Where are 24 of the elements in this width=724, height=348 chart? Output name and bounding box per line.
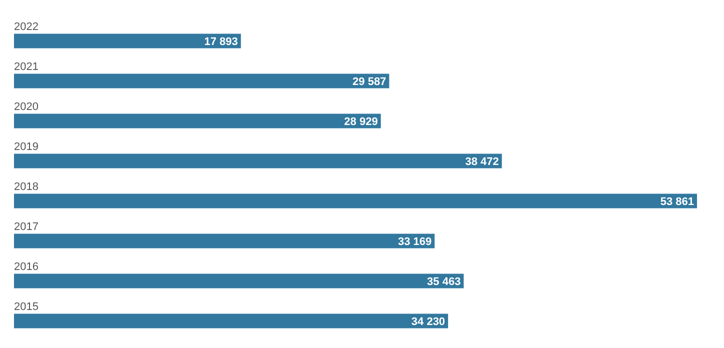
bar [14, 154, 502, 168]
data-label: 53 861 [660, 196, 694, 208]
data-label: 33 169 [398, 236, 432, 248]
bar [14, 234, 435, 248]
y-tick-label: 2022 [14, 20, 38, 33]
data-label: 38 472 [465, 156, 499, 168]
y-tick-label: 2015 [14, 300, 38, 313]
bar [14, 194, 697, 208]
data-label: 28 929 [344, 116, 378, 128]
y-tick-label: 2018 [14, 180, 38, 193]
bar [14, 274, 464, 288]
y-tick-label: 2021 [14, 60, 38, 73]
y-tick-label: 2017 [14, 220, 38, 233]
data-label: 35 463 [427, 276, 461, 288]
y-tick-label: 2019 [14, 140, 38, 153]
data-label: 34 230 [411, 316, 446, 328]
bar [14, 34, 241, 48]
bar [14, 314, 448, 328]
data-label: 29 587 [352, 76, 386, 88]
y-tick-label: 2020 [14, 100, 38, 113]
y-tick-label: 2016 [14, 260, 38, 273]
data-label: 17 893 [204, 36, 238, 48]
bar [14, 74, 390, 88]
bar [14, 114, 381, 128]
